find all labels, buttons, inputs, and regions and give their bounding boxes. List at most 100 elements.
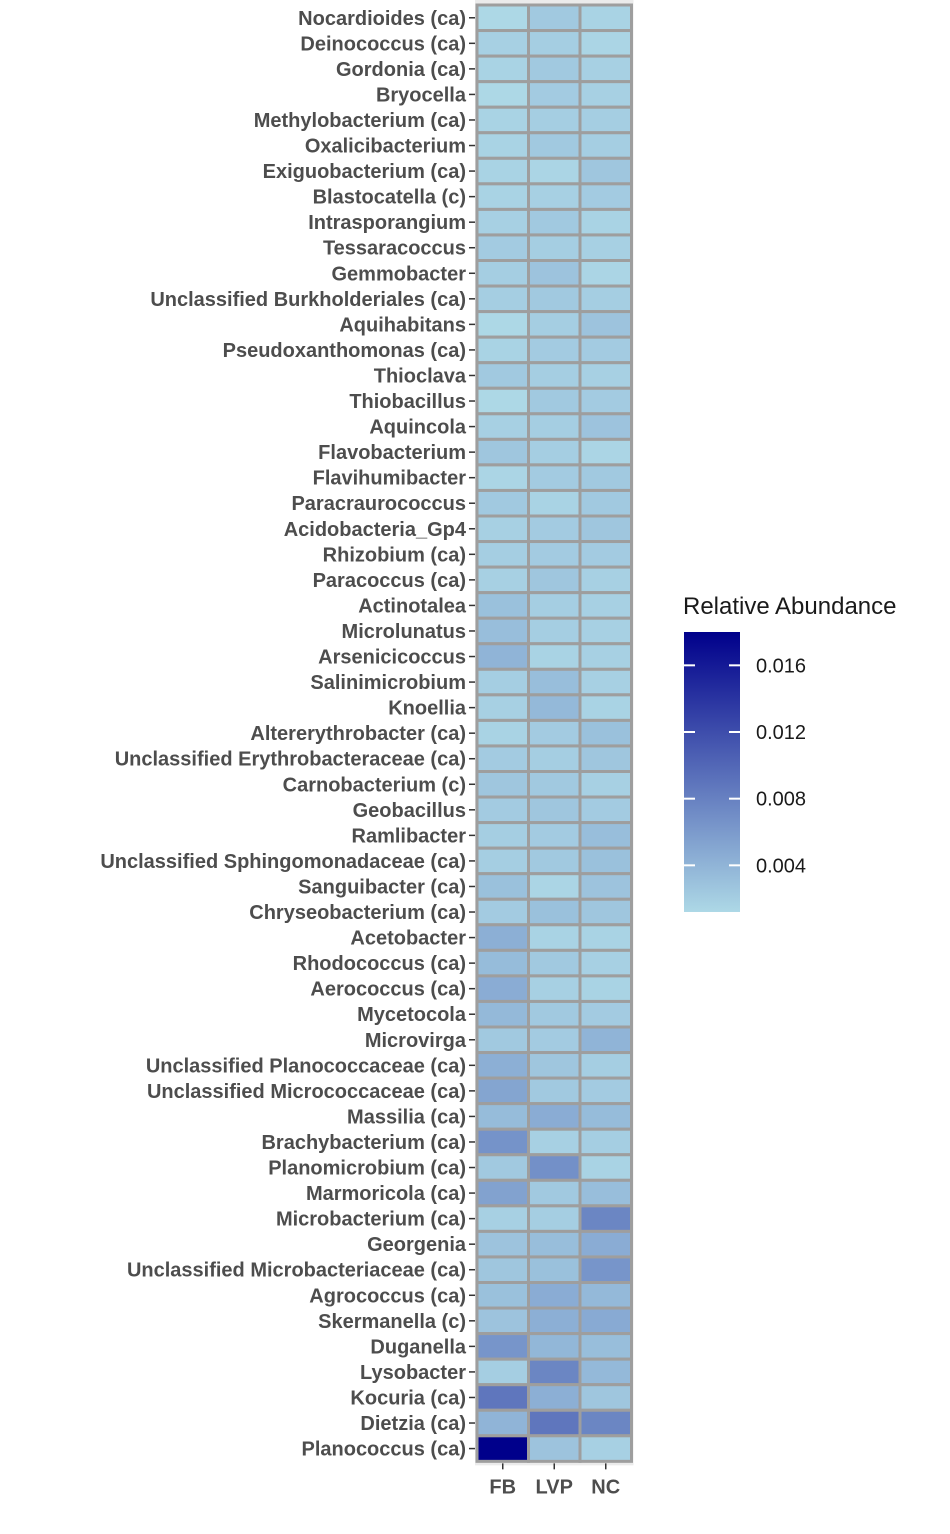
row-label: Thiobacillus [349, 391, 466, 413]
row-label: Gemmobacter [332, 263, 467, 285]
heatmap-cell [475, 310, 530, 339]
row-label: Agrococcus (ca) [309, 1285, 466, 1307]
row-label: Carnobacterium (c) [283, 774, 466, 796]
row-label: Flavobacterium [318, 442, 466, 464]
heatmap-cell [578, 105, 633, 135]
legend-ticks: 0.016 0.012 0.008 0.004 [684, 655, 806, 877]
heatmap-cell [475, 565, 530, 595]
row-label: Duganella [370, 1336, 466, 1358]
heatmap-cell [578, 821, 633, 850]
row-label: Geobacillus [353, 800, 466, 822]
heatmap-cell [475, 3, 530, 33]
color-legend: Relative Abundance 0.016 0.012 0.008 0.004 [683, 593, 897, 912]
row-label: Methylobacterium (ca) [254, 110, 466, 132]
column-label: LVP [536, 1476, 573, 1498]
row-label: Salinimicrobium [310, 672, 466, 694]
heatmap-cell [527, 1076, 582, 1106]
heatmap-cell [527, 1408, 582, 1438]
column-label: FB [489, 1476, 516, 1498]
heatmap-cell [475, 233, 530, 262]
heatmap-cell [475, 795, 530, 825]
heatmap-cell [527, 923, 582, 952]
heatmap-cell [527, 1306, 582, 1336]
heatmap-cell [475, 770, 530, 799]
heatmap-cell [578, 1178, 633, 1208]
row-label: Unclassified Erythrobacteraceae (ca) [115, 749, 466, 771]
heatmap-cell [527, 1229, 582, 1259]
heatmap-cell [578, 1357, 633, 1387]
heatmap-cell [578, 1332, 633, 1361]
row-label: Microbacterium (ca) [276, 1209, 466, 1231]
row-label: Pseudoxanthomonas (ca) [223, 340, 466, 362]
heatmap-cell [578, 923, 633, 952]
heatmap-cell [578, 437, 633, 467]
row-label: Paracoccus (ca) [313, 570, 466, 592]
heatmap-cell [475, 156, 530, 186]
heatmap-cell [475, 923, 530, 952]
heatmap-cell [527, 642, 582, 671]
heatmap-cell [475, 463, 530, 492]
heatmap-cell [578, 540, 633, 569]
legend-tick-label: 0.016 [756, 655, 806, 677]
row-label: Actinotalea [358, 595, 467, 617]
heatmap-cell [578, 29, 633, 58]
heatmap-cell [527, 412, 582, 441]
row-label: Paracraurococcus [291, 493, 466, 515]
heatmap-cell [527, 744, 582, 774]
heatmap-cell [578, 207, 633, 237]
heatmap-cell [475, 182, 530, 211]
heatmap-cell [578, 131, 633, 160]
row-label: Mycetocola [357, 1004, 467, 1026]
heatmap-cell [578, 514, 633, 544]
row-label: Dietzia (ca) [360, 1413, 466, 1435]
heatmap-cell [527, 207, 582, 237]
row-label: Knoellia [388, 698, 467, 720]
heatmap-cell [527, 1434, 582, 1463]
heatmap-cell [578, 667, 633, 697]
heatmap-cell [578, 361, 633, 390]
heatmap-cell [578, 591, 633, 620]
row-label: Microvirga [365, 1030, 467, 1052]
heatmap-cell [475, 693, 530, 722]
legend-tick-label: 0.012 [756, 722, 806, 744]
row-label: Chryseobacterium (ca) [249, 902, 466, 924]
heatmap-cell [527, 897, 582, 927]
row-label: Kocuria (ca) [350, 1387, 466, 1409]
heatmap-cell [475, 718, 530, 748]
heatmap-cell [578, 1229, 633, 1259]
heatmap-cell [475, 1332, 530, 1361]
heatmap-cell [527, 54, 582, 84]
heatmap-cell [475, 284, 530, 314]
heatmap-cell [527, 540, 582, 569]
heatmap-cell [475, 386, 530, 416]
row-label: Marmoricola (ca) [306, 1183, 466, 1205]
column-labels: FB LVP NC [489, 1463, 620, 1498]
heatmap-cell [527, 233, 582, 262]
heatmap-cell [475, 1383, 530, 1412]
heatmap-cell [475, 744, 530, 774]
heatmap-cell [578, 744, 633, 774]
heatmap-cell [475, 1229, 530, 1259]
heatmap-cell [527, 1204, 582, 1233]
heatmap-cell [527, 463, 582, 492]
column-label: NC [591, 1476, 620, 1498]
row-label: Unclassified Micrococcaceae (ca) [147, 1081, 466, 1103]
heatmap-cell [527, 616, 582, 646]
heatmap-cell [527, 1102, 582, 1131]
heatmap-cell [578, 182, 633, 211]
heatmap-cell [475, 667, 530, 697]
heatmap-cell [527, 591, 582, 620]
heatmap-cell [475, 540, 530, 569]
row-label: Nocardioides (ca) [298, 8, 466, 30]
heatmap-cell [475, 999, 530, 1029]
heatmap-cell [578, 846, 633, 876]
heatmap-cell [475, 974, 530, 1003]
heatmap-cell [578, 999, 633, 1029]
heatmap-cell [527, 1357, 582, 1387]
heatmap-cell [475, 1281, 530, 1310]
heatmap-cell [578, 1102, 633, 1131]
heatmap-cell [475, 821, 530, 850]
row-label: Ramlibacter [352, 825, 467, 847]
heatmap-cell [578, 974, 633, 1003]
